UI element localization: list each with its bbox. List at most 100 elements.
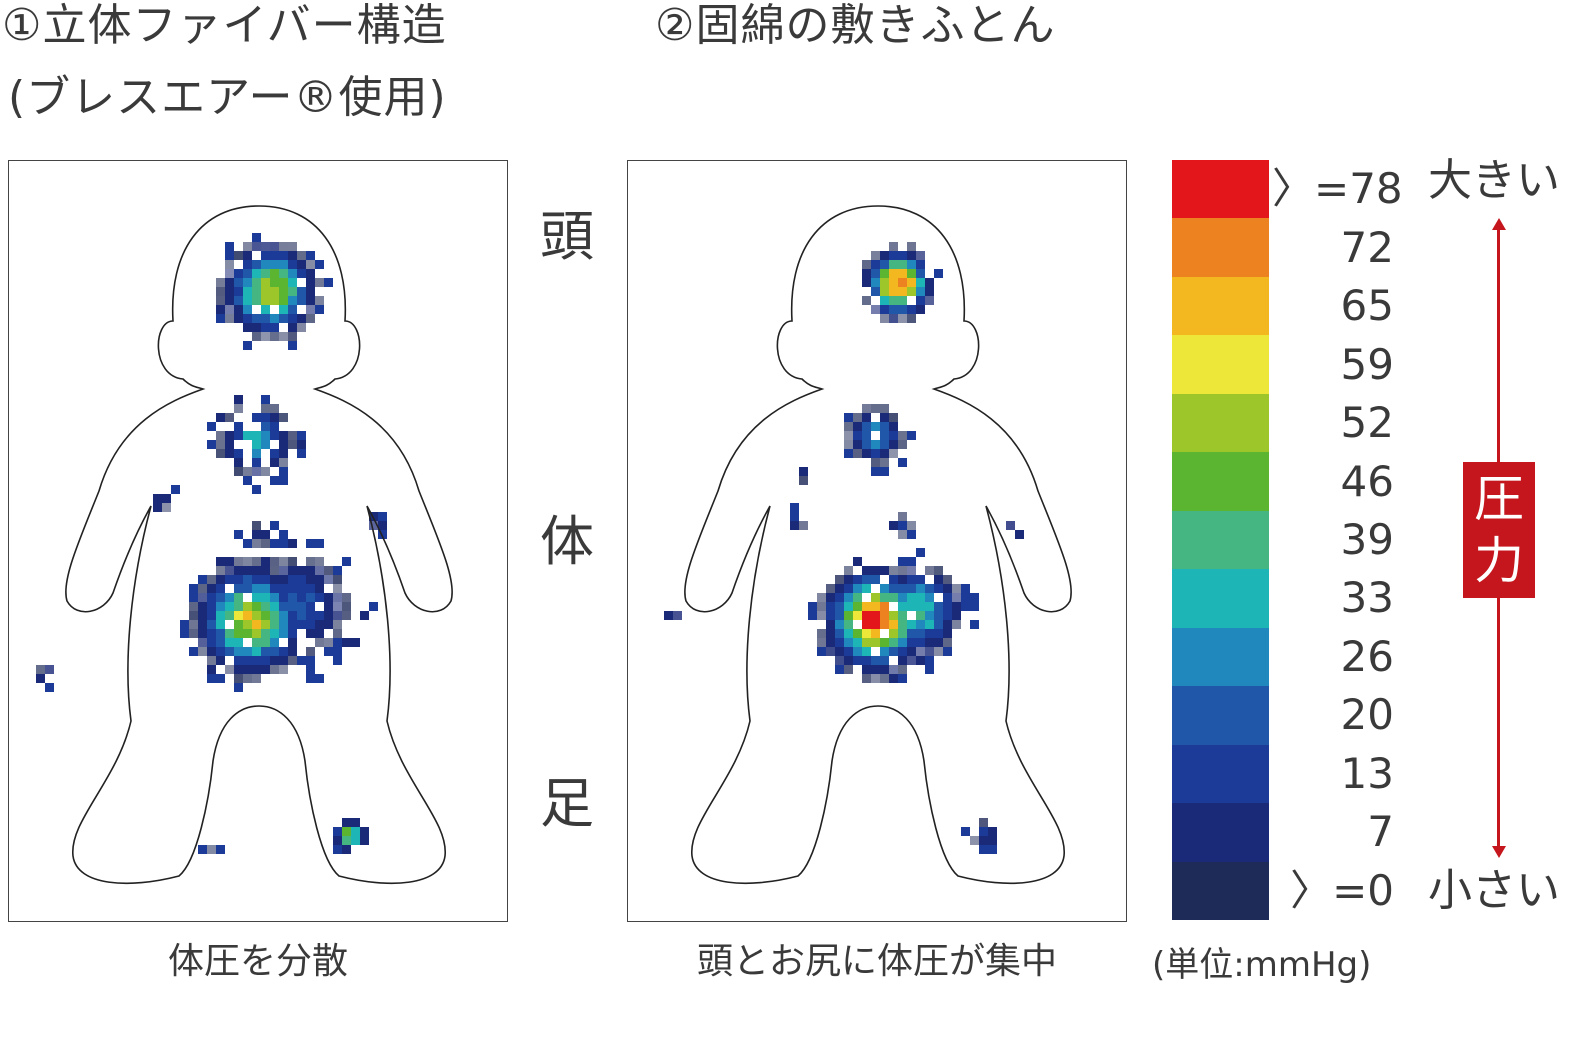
pressure-cell [225,647,234,656]
pressure-cell [871,566,880,575]
pressure-cell [844,440,853,449]
pressure-cell [234,269,243,278]
pressure-cell [835,656,844,665]
pressure-cell [853,593,862,602]
pressure-cell [664,611,673,620]
pressure-cell [243,305,252,314]
pressure-cell [889,413,898,422]
pressure-cell [916,620,925,629]
pressure-cell [889,665,898,674]
pressure-cell [853,440,862,449]
pressure-cell [252,611,261,620]
legend-tick-label: 72 [1340,222,1394,272]
pressure-cell [898,593,907,602]
pressure-cell [862,260,871,269]
pressure-cell [315,575,324,584]
pressure-cell [261,575,270,584]
panel1-title: ①立体ファイバー構造 [2,0,447,51]
pressure-cell [225,269,234,278]
pressure-cell [270,431,279,440]
pressure-cell [898,251,907,260]
pressure-cell [306,602,315,611]
legend-band [1172,452,1269,512]
pressure-cell [880,422,889,431]
pressure-cell [925,287,934,296]
pressure-cell [907,287,916,296]
pressure-cell [234,557,243,566]
pressure-cell [907,530,916,539]
pressure-cell [315,674,324,683]
pressure-cell [270,575,279,584]
pressure-cell [342,602,351,611]
legend-band [1172,218,1269,278]
pressure-cell [279,260,288,269]
pressure-cell [351,827,360,836]
pressure-cell [243,323,252,332]
legend-tick-label: 52 [1340,398,1394,448]
pressure-cell [943,629,952,638]
pressure-cell [288,611,297,620]
pressure-cell [225,242,234,251]
pressure-cell [270,638,279,647]
pressure-cell [36,665,45,674]
pressure-cell [261,251,270,260]
pressure-cell [943,575,952,584]
pressure-cell [889,566,898,575]
pressure-cell [243,629,252,638]
pressure-cell [270,404,279,413]
pressure-cell [306,647,315,656]
pressure-cell [306,251,315,260]
pressure-cell [234,665,243,674]
pressure-cell [243,341,252,350]
pressure-cell [880,278,889,287]
pressure-cell [297,287,306,296]
pressure-cell [261,332,270,341]
pressure-cell [862,674,871,683]
pressure-cell [952,584,961,593]
panel2-title: ②固綿の敷きふとん [655,0,1056,51]
pressure-cell [279,467,288,476]
pressure-cell [216,674,225,683]
pressure-axis-label: 圧力 [1463,462,1535,598]
pressure-cell [853,602,862,611]
pressure-cell [153,503,162,512]
pressure-cell [817,647,826,656]
pressure-cell [234,431,243,440]
pressure-cell [898,656,907,665]
pressure-cell [970,836,979,845]
pressure-cell [207,656,216,665]
pressure-cell [324,566,333,575]
pressure-cell [279,584,288,593]
pressure-cell [243,674,252,683]
pressure-cell [252,629,261,638]
legend-tick-label: 20 [1340,690,1394,740]
pressure-cell [225,593,234,602]
pressure-cell [288,440,297,449]
pressure-cell [351,638,360,647]
pressure-cell [853,584,862,593]
pressure-cell [252,260,261,269]
pressure-cell [862,422,871,431]
pressure-cell [862,431,871,440]
pressure-cell [234,458,243,467]
pressure-cell [916,656,925,665]
pressure-cell [252,539,261,548]
pressure-cell [324,620,333,629]
pressure-cell [916,611,925,620]
pressure-cell [853,449,862,458]
pressure-cell [871,278,880,287]
pressure-cell [225,305,234,314]
pressure-cell [351,818,360,827]
pressure-cell [234,296,243,305]
pressure-cell [880,674,889,683]
pressure-cell [279,287,288,296]
region-label-feet: 足 [540,772,594,835]
pressure-cell [315,539,324,548]
pressure-cell [306,296,315,305]
pressure-cell [961,827,970,836]
pressure-cell [898,665,907,674]
pressure-cell [279,314,288,323]
pressure-cell [225,449,234,458]
pressure-cell [889,638,898,647]
pressure-cell [216,431,225,440]
